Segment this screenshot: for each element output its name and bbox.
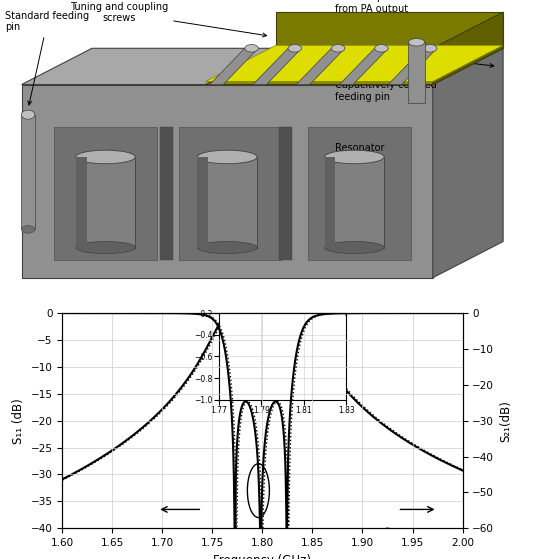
- Ellipse shape: [331, 45, 345, 52]
- X-axis label: Frequency (GHz): Frequency (GHz): [213, 553, 312, 559]
- Polygon shape: [22, 48, 503, 84]
- Ellipse shape: [408, 39, 425, 46]
- Polygon shape: [388, 48, 437, 84]
- Polygon shape: [160, 127, 173, 259]
- Ellipse shape: [325, 241, 384, 254]
- Polygon shape: [76, 157, 135, 248]
- Y-axis label: S₂₁(dB): S₂₁(dB): [500, 400, 513, 442]
- Polygon shape: [325, 157, 335, 248]
- Polygon shape: [296, 48, 345, 84]
- Polygon shape: [433, 12, 503, 84]
- Polygon shape: [325, 157, 384, 248]
- Y-axis label: S₁₁ (dB): S₁₁ (dB): [12, 398, 25, 443]
- Polygon shape: [276, 12, 503, 48]
- Polygon shape: [253, 48, 301, 84]
- Polygon shape: [206, 48, 503, 84]
- Ellipse shape: [325, 150, 384, 164]
- Text: Standard feeding
pin: Standard feeding pin: [5, 11, 89, 105]
- Polygon shape: [54, 127, 157, 259]
- Polygon shape: [433, 48, 503, 278]
- Ellipse shape: [21, 226, 35, 233]
- Polygon shape: [206, 45, 503, 82]
- Ellipse shape: [76, 150, 135, 164]
- Polygon shape: [22, 84, 433, 278]
- Polygon shape: [279, 127, 292, 259]
- Polygon shape: [340, 48, 388, 84]
- Ellipse shape: [76, 241, 135, 254]
- Text: Capacitively coupled
feeding pin: Capacitively coupled feeding pin: [335, 63, 437, 102]
- Ellipse shape: [197, 150, 257, 164]
- Polygon shape: [179, 127, 281, 259]
- Polygon shape: [21, 115, 35, 229]
- Text: Resonator: Resonator: [335, 143, 385, 207]
- Text: PCB substrate: PCB substrate: [335, 46, 494, 68]
- Polygon shape: [408, 42, 425, 103]
- Text: Tuning and coupling
screws: Tuning and coupling screws: [70, 2, 267, 37]
- Ellipse shape: [423, 45, 437, 52]
- Polygon shape: [308, 127, 411, 259]
- Ellipse shape: [197, 241, 257, 254]
- Polygon shape: [197, 157, 257, 248]
- Ellipse shape: [21, 110, 35, 119]
- Polygon shape: [197, 157, 208, 248]
- Ellipse shape: [245, 45, 259, 52]
- Ellipse shape: [374, 45, 388, 52]
- Ellipse shape: [288, 45, 301, 52]
- Polygon shape: [210, 48, 259, 84]
- Polygon shape: [76, 157, 87, 248]
- Text: Microstrip line -
from PA output: Microstrip line - from PA output: [335, 0, 472, 41]
